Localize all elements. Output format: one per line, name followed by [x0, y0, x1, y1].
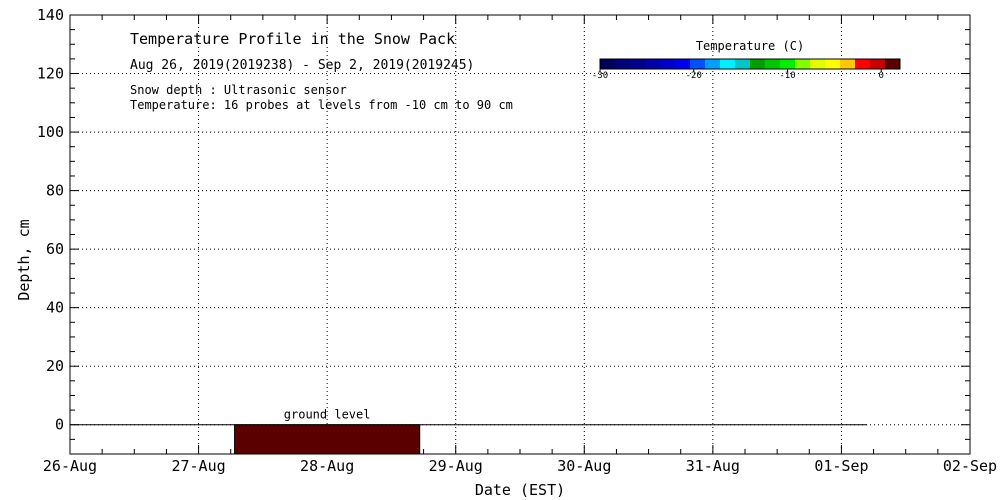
legend-color-swatch [615, 59, 631, 69]
legend-tick-label: -10 [779, 71, 795, 81]
plot-area-frame [69, 14, 971, 455]
legend-color-swatch [645, 59, 661, 69]
legend-color-swatch [765, 59, 781, 69]
temperature-legend: Temperature (C) -30 -20 -10 0 [592, 39, 901, 81]
legend-color-swatch [705, 59, 721, 69]
legend-color-swatch [690, 59, 706, 69]
y-tick-label: 120 [37, 65, 64, 83]
y-axis-label: Depth, cm [15, 219, 33, 300]
legend-color-swatch [825, 59, 841, 69]
chart-title: Temperature Profile in the Snow Pack [130, 30, 455, 48]
ground-level-label: ground level [284, 408, 371, 422]
legend-color-swatch [630, 59, 646, 69]
chart-subtitle: Aug 26, 2019(2019238) - Sep 2, 2019(2019… [130, 58, 474, 73]
legend-color-swatch [795, 59, 811, 69]
legend-color-swatch [735, 59, 751, 69]
legend-colorbar-frame [599, 58, 901, 70]
temperature-block [234, 424, 421, 455]
grid-lines [69, 14, 971, 454]
y-tick-label: 80 [46, 182, 64, 200]
y-tick-label: 0 [55, 416, 64, 434]
legend-color-swatch [675, 59, 691, 69]
x-tick-label: 01-Sep [814, 457, 868, 475]
x-axis-label: Date (EST) [475, 481, 565, 499]
y-axis: 0 20 40 60 80 100 120 140 [37, 6, 970, 455]
x-tick-label: 02-Sep [943, 457, 997, 475]
legend-tick-label: 0 [879, 71, 884, 81]
y-tick-label: 100 [37, 123, 64, 141]
x-tick-label: 29-Aug [429, 457, 483, 475]
plot-frame-group [69, 14, 971, 455]
y-tick-label: 60 [46, 240, 64, 258]
legend-color-swatch [855, 59, 871, 69]
legend-color-swatch [750, 59, 766, 69]
chart-note-temperature: Temperature: 16 probes at levels from -1… [130, 98, 513, 112]
legend-color-swatch [660, 59, 676, 69]
x-tick-label: 31-Aug [686, 457, 740, 475]
legend-color-swatch [720, 59, 736, 69]
chart-marks: ground level [70, 408, 868, 455]
x-tick-label: 27-Aug [171, 457, 225, 475]
y-tick-label: 20 [46, 357, 64, 375]
legend-color-swatch [810, 59, 826, 69]
legend-color-swatch [870, 59, 886, 69]
legend-title: Temperature (C) [696, 39, 804, 53]
x-axis: 26-Aug 27-Aug 28-Aug 29-Aug 30-Aug 31-Aug 01-S… [43, 15, 997, 475]
legend-color-swatch [780, 59, 796, 69]
legend-tick-label: -20 [686, 71, 702, 81]
legend-tick-label: -30 [592, 71, 608, 81]
y-tick-label: 40 [46, 299, 64, 317]
y-tick-label: 140 [37, 6, 64, 24]
legend-color-swatch [600, 59, 616, 69]
legend-color-swatch [840, 59, 856, 69]
x-tick-label: 30-Aug [557, 457, 611, 475]
x-tick-label: 28-Aug [300, 457, 354, 475]
x-tick-label: 26-Aug [43, 457, 97, 475]
chart-note-snow-depth: Snow depth : Ultrasonic sensor [130, 83, 347, 97]
legend-color-swatch [885, 59, 901, 69]
